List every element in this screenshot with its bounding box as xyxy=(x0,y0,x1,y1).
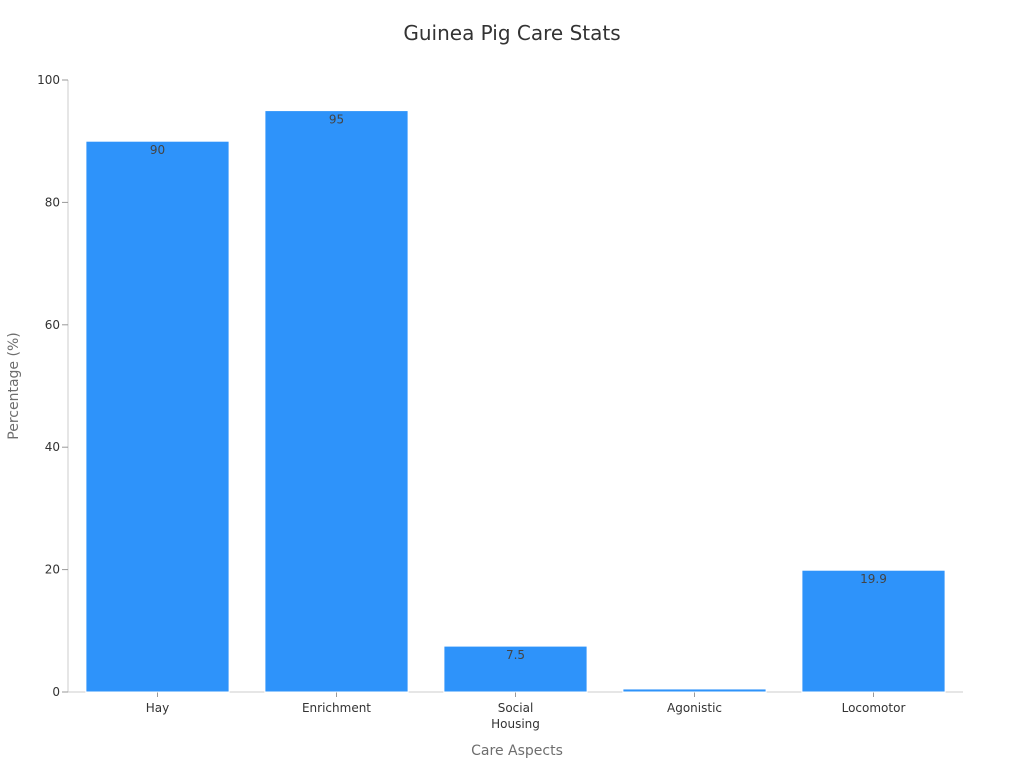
x-axis: Hay Enrichment Social Housing Agonistic Locom… xyxy=(68,691,963,731)
bar xyxy=(443,645,588,693)
bar xyxy=(801,569,946,693)
data-label: 19.9 xyxy=(860,572,887,586)
data-label: 95 xyxy=(329,113,344,127)
y-tick-label: 80 xyxy=(45,195,60,209)
y-axis: 0 20 40 60 80 100 xyxy=(37,73,69,699)
x-tick-label: Enrichment xyxy=(302,701,371,715)
data-label: 90 xyxy=(150,143,165,157)
y-tick-label: 0 xyxy=(52,685,60,699)
bars-group xyxy=(85,110,946,693)
data-label: 7.5 xyxy=(506,648,525,662)
y-tick-label: 20 xyxy=(45,563,60,577)
y-tick-label: 60 xyxy=(45,318,60,332)
y-axis-title: Percentage (%) xyxy=(6,332,22,439)
y-tick-label: 40 xyxy=(45,440,60,454)
bar xyxy=(85,140,230,693)
bar xyxy=(622,688,767,693)
y-tick-label: 100 xyxy=(37,73,60,87)
bar xyxy=(264,110,409,693)
x-axis-title: Care Aspects xyxy=(471,743,563,759)
x-tick-label: Agonistic xyxy=(667,701,722,715)
chart-title: Guinea Pig Care Stats xyxy=(403,21,620,45)
x-tick-label: Social Housing xyxy=(491,701,540,731)
x-tick-label: Hay xyxy=(146,701,169,715)
x-tick-label: Locomotor xyxy=(842,701,906,715)
data-labels-group: 90 95 7.5 19.9 xyxy=(150,113,887,662)
